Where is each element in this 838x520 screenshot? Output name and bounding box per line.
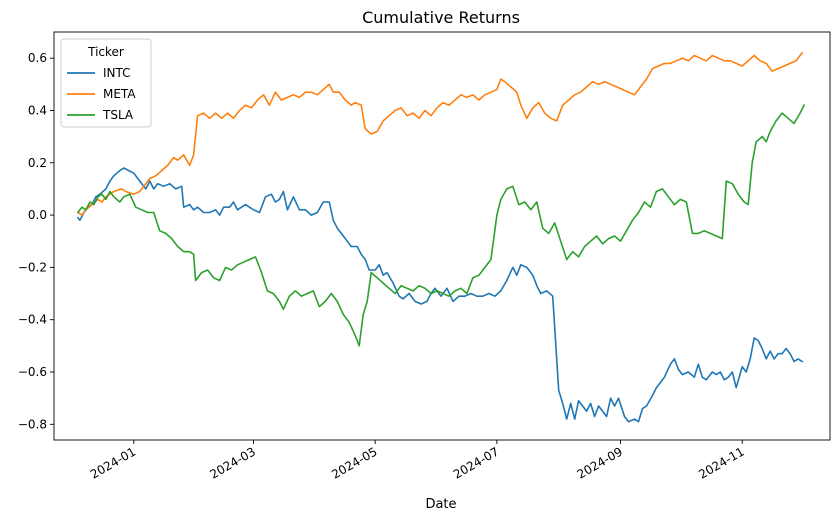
series-line-tsla <box>76 104 806 347</box>
y-tick-label: 0.2 <box>28 156 47 170</box>
y-tick-label: −0.8 <box>18 417 47 431</box>
legend-label-meta: META <box>103 87 136 101</box>
y-tick-label: −0.4 <box>18 313 47 327</box>
x-tick-label: 2024-07 <box>451 444 501 481</box>
x-tick-label: 2024-11 <box>696 444 746 481</box>
plot-area: 0.6 0.4 0.2 0.0 −0.2 −0.4 −0.6 −0.8 2024-01 2024-… <box>18 31 831 482</box>
y-tick-label: 0.6 <box>28 51 47 65</box>
x-tick-label: 2024-03 <box>208 444 258 481</box>
x-tick-label: 2024-01 <box>88 444 138 481</box>
legend-label-tsla: TSLA <box>102 108 134 122</box>
plot-frame <box>53 31 831 441</box>
series-line-meta <box>76 51 804 216</box>
y-tick-label: −0.2 <box>18 260 47 274</box>
series-line-intc <box>76 167 804 423</box>
y-tick-label: 0.4 <box>28 103 47 117</box>
y-tick-label: 0.0 <box>28 208 47 222</box>
x-tick-label: 2024-09 <box>575 444 625 481</box>
x-axis-label: Date <box>425 497 456 512</box>
legend-box <box>60 38 152 128</box>
y-tick-label: −0.6 <box>18 365 47 379</box>
x-tick-label: 2024-05 <box>329 444 379 481</box>
legend-label-intc: INTC <box>103 66 131 80</box>
chart-title: Cumulative Returns <box>362 8 520 27</box>
legend-title: Ticker <box>87 45 124 59</box>
